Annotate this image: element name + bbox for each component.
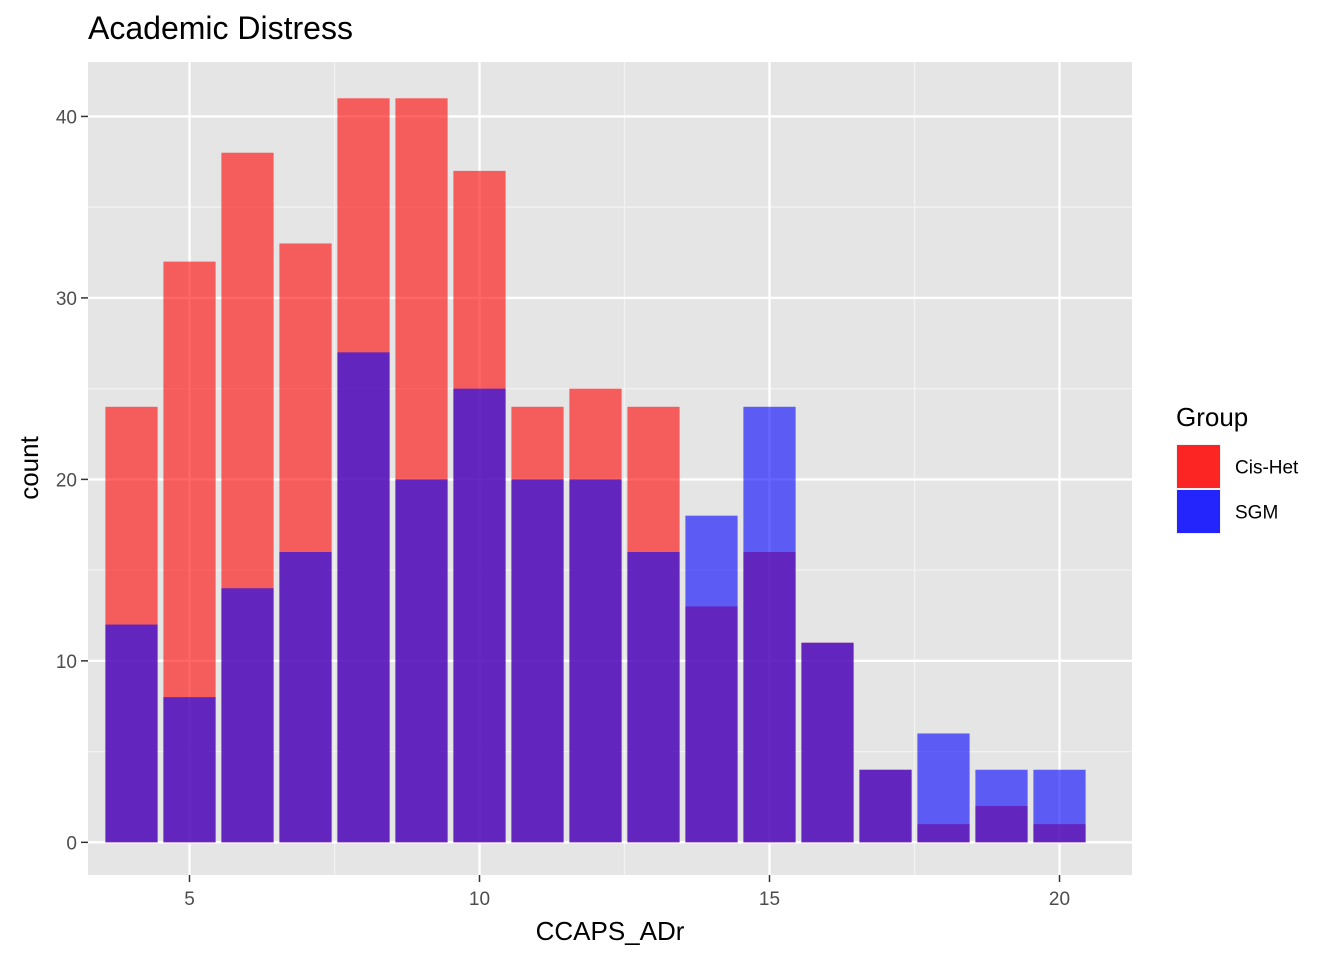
bar-sgm-14: [685, 515, 738, 843]
legend: Group Cis-Het SGM: [1176, 402, 1299, 534]
y-axis-title: count: [14, 435, 44, 499]
y-tick-label: 0: [66, 833, 77, 854]
x-tick-label: 10: [469, 889, 490, 910]
y-axis: 0 10 20 30 40: [56, 107, 88, 854]
x-axis: 5 10 15 20: [184, 875, 1070, 910]
bar-sgm-13: [627, 551, 680, 843]
chart-title: Academic Distress: [88, 10, 353, 46]
bar-sgm-10: [453, 388, 506, 843]
legend-swatch-sgm: [1177, 490, 1220, 533]
bar-sgm-15: [743, 406, 796, 843]
bar-sgm-16: [801, 642, 854, 843]
bar-sgm-19: [975, 769, 1028, 843]
bar-sgm-8: [337, 352, 390, 843]
x-tick-label: 20: [1049, 889, 1070, 910]
legend-title: Group: [1176, 402, 1248, 432]
y-tick-label: 30: [56, 289, 77, 310]
y-tick-label: 10: [56, 652, 77, 673]
bar-sgm-5: [163, 697, 216, 843]
x-tick-label: 5: [184, 889, 195, 910]
legend-swatch-cis-het: [1177, 445, 1220, 488]
y-tick-label: 20: [56, 470, 77, 491]
bar-sgm-11: [511, 479, 564, 843]
bar-sgm-7: [279, 551, 332, 843]
x-tick-label: 15: [759, 889, 780, 910]
y-tick-label: 40: [56, 107, 77, 128]
x-axis-title: CCAPS_ADr: [536, 916, 685, 946]
bar-sgm-4: [105, 624, 158, 843]
bar-sgm-20: [1033, 769, 1086, 843]
bar-sgm-12: [569, 479, 622, 843]
bar-sgm-9: [395, 479, 448, 843]
bar-sgm-18: [917, 733, 970, 843]
bar-sgm-6: [221, 588, 274, 843]
legend-label-cis-het: Cis-Het: [1235, 458, 1299, 479]
legend-label-sgm: SGM: [1235, 503, 1278, 524]
bar-sgm-17: [859, 769, 912, 843]
bars: [105, 98, 1086, 843]
